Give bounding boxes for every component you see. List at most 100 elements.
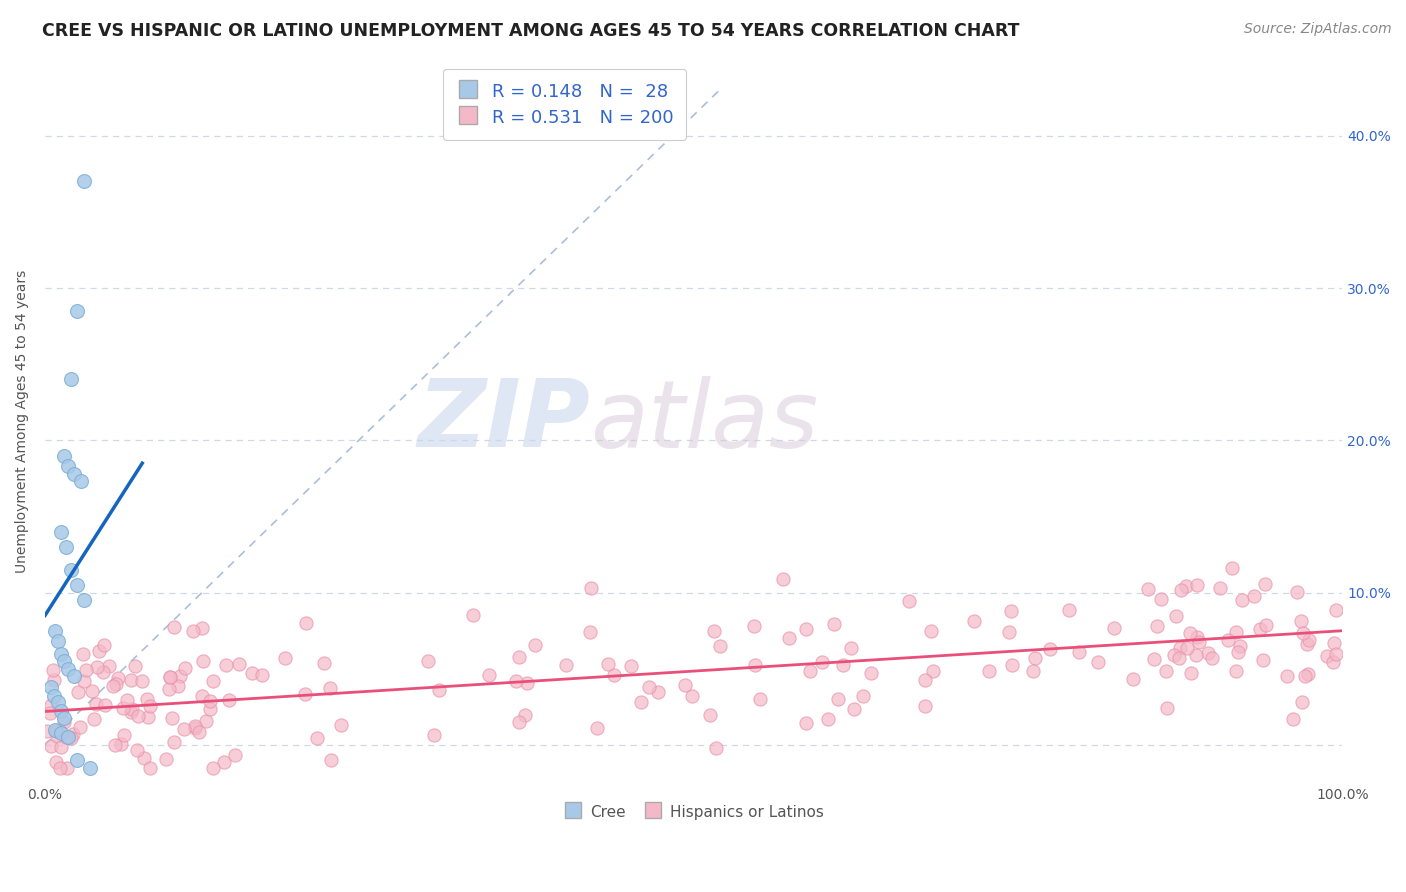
Point xyxy=(218,693,240,707)
Point xyxy=(1201,651,1223,665)
Point xyxy=(98,658,121,673)
Point xyxy=(107,671,129,685)
Point xyxy=(1324,602,1347,616)
Point xyxy=(1039,642,1062,657)
Point xyxy=(1102,621,1125,635)
Point xyxy=(1069,645,1091,659)
Point xyxy=(1249,622,1271,636)
Point xyxy=(194,714,217,728)
Point xyxy=(69,720,91,734)
Point xyxy=(73,593,96,607)
Point xyxy=(508,650,530,665)
Point xyxy=(1001,658,1024,673)
Point xyxy=(1122,672,1144,686)
Point xyxy=(319,681,342,696)
Point xyxy=(1225,624,1247,639)
Legend: Cree, Hispanics or Latinos: Cree, Hispanics or Latinos xyxy=(558,797,830,826)
Point xyxy=(1136,582,1159,596)
Point xyxy=(200,702,222,716)
Point xyxy=(794,716,817,731)
Y-axis label: Unemployment Among Ages 45 to 54 years: Unemployment Among Ages 45 to 54 years xyxy=(15,269,30,573)
Point xyxy=(1216,633,1239,648)
Point xyxy=(273,651,295,665)
Point xyxy=(160,711,183,725)
Point xyxy=(49,723,72,738)
Point xyxy=(1021,664,1043,678)
Point xyxy=(184,721,207,735)
Point xyxy=(49,524,72,539)
Point xyxy=(87,644,110,658)
Point xyxy=(1230,592,1253,607)
Point xyxy=(53,449,76,463)
Point xyxy=(93,638,115,652)
Point xyxy=(39,739,62,753)
Point xyxy=(66,578,89,592)
Point xyxy=(173,661,195,675)
Point xyxy=(66,753,89,767)
Point xyxy=(596,657,619,671)
Point xyxy=(163,620,186,634)
Point xyxy=(201,761,224,775)
Point xyxy=(620,659,643,673)
Point xyxy=(914,673,936,687)
Point xyxy=(191,689,214,703)
Point xyxy=(86,698,108,712)
Point xyxy=(524,638,547,652)
Point xyxy=(59,563,82,577)
Point xyxy=(62,669,84,683)
Point xyxy=(681,689,703,703)
Point xyxy=(93,698,115,713)
Point xyxy=(1170,640,1192,655)
Point xyxy=(772,572,794,586)
Point xyxy=(742,619,765,633)
Point xyxy=(202,673,225,688)
Point xyxy=(1291,695,1313,709)
Text: CREE VS HISPANIC OR LATINO UNEMPLOYMENT AMONG AGES 45 TO 54 YEARS CORRELATION CH: CREE VS HISPANIC OR LATINO UNEMPLOYMENT … xyxy=(42,22,1019,40)
Point xyxy=(169,669,191,683)
Point xyxy=(554,657,576,672)
Point xyxy=(59,731,82,745)
Point xyxy=(1229,639,1251,653)
Point xyxy=(37,723,59,738)
Point xyxy=(823,617,845,632)
Point xyxy=(38,706,60,721)
Point xyxy=(42,690,65,704)
Point xyxy=(181,624,204,638)
Point xyxy=(811,655,834,669)
Point xyxy=(159,670,181,684)
Point xyxy=(55,540,77,554)
Point xyxy=(897,594,920,608)
Point xyxy=(1292,626,1315,640)
Point xyxy=(1185,577,1208,591)
Point xyxy=(307,731,329,746)
Point xyxy=(240,666,263,681)
Point xyxy=(134,751,156,765)
Point xyxy=(699,708,721,723)
Point xyxy=(859,665,882,680)
Point xyxy=(794,622,817,636)
Point xyxy=(963,614,986,628)
Point xyxy=(423,728,446,742)
Point xyxy=(832,657,855,672)
Point xyxy=(1175,579,1198,593)
Point xyxy=(115,693,138,707)
Point xyxy=(647,685,669,699)
Point xyxy=(49,740,72,755)
Point xyxy=(66,304,89,318)
Point xyxy=(1277,669,1299,683)
Point xyxy=(131,673,153,688)
Point xyxy=(922,664,945,678)
Point xyxy=(799,664,821,678)
Point xyxy=(1149,592,1171,607)
Point xyxy=(250,668,273,682)
Point xyxy=(1225,664,1247,678)
Point xyxy=(1180,665,1202,680)
Point xyxy=(83,712,105,726)
Point xyxy=(183,719,205,733)
Point xyxy=(817,712,839,726)
Point xyxy=(212,755,235,769)
Point xyxy=(673,678,696,692)
Point xyxy=(159,671,181,685)
Point xyxy=(58,731,80,745)
Point xyxy=(55,761,77,775)
